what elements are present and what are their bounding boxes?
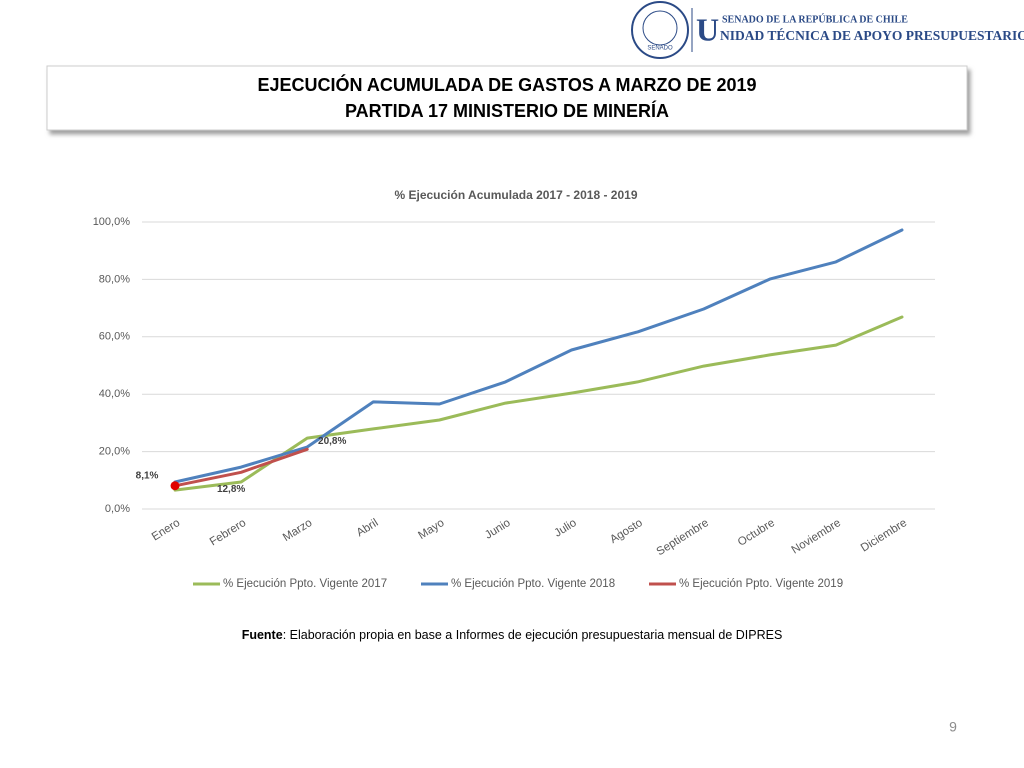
x-tick-label: Noviembre [790,517,844,557]
title-box [46,65,968,131]
data-label: 12,8% [217,484,245,495]
point-marker [170,481,180,491]
x-tick-label: Enero [150,517,182,543]
x-tick-label: Agosto [608,517,645,546]
x-tick-label: Abril [355,517,381,539]
footnote-label: Fuente [242,628,283,642]
senate-name: SENADO DE LA REPÚBLICA DE CHILE [722,13,908,25]
series-line [173,315,904,492]
x-tick-label: Diciembre [859,517,909,555]
y-tick-label: 100,0% [93,216,131,228]
data-label: 20,8% [318,436,346,447]
legend-label: % Ejecución Ppto. Vigente 2018 [451,578,615,590]
data-label: 8,1% [136,470,159,481]
slide-subtitle: PARTIDA 17 MINISTERIO DE MINERÍA [345,100,669,121]
seal-text: SENADO [647,46,673,52]
y-tick-label: 80,0% [99,273,130,285]
seal-inner [642,10,678,46]
y-tick-label: 40,0% [99,388,130,400]
page-number: 9 [949,719,957,735]
x-tick-label: Octubre [736,517,777,549]
series-line [173,447,309,488]
seal [631,1,689,59]
x-tick-label: Mayo [416,517,446,542]
plot: 0,0% 20,0% 40,0% 60,0% 80,0% 100,0% Enero Febre… [93,216,935,590]
footnote: Fuente: Elaboración propia en base a Inf… [242,628,783,642]
footnote-text: : Elaboración propia en base a Informes … [283,628,783,642]
x-tick-label: Septiembre [655,517,711,558]
x-tick-label: Febrero [208,517,249,549]
legend-label: % Ejecución Ppto. Vigente 2017 [223,578,387,590]
header: SENADO SENADO DE LA REPÚBLICA DE CHILE U… [631,1,1024,59]
y-tick-label: 20,0% [99,446,130,458]
legend-label: % Ejecución Ppto. Vigente 2019 [679,578,843,590]
x-tick-label: Junio [483,517,513,542]
unit-initial: U [696,11,719,47]
y-tick-label: 0,0% [105,503,130,515]
chart-title: % Ejecución Acumulada 2017 - 2018 - 2019 [394,188,637,202]
series-line [173,228,904,484]
x-tick-label: Marzo [281,517,314,544]
x-tick-label: Julio [552,517,578,540]
unit-name: NIDAD TÉCNICA DE APOYO PRESUPUESTARIO [720,28,1024,43]
slide-title: EJECUCIÓN ACUMULADA DE GASTOS A MARZO DE… [257,74,756,95]
y-tick-label: 60,0% [99,331,130,343]
